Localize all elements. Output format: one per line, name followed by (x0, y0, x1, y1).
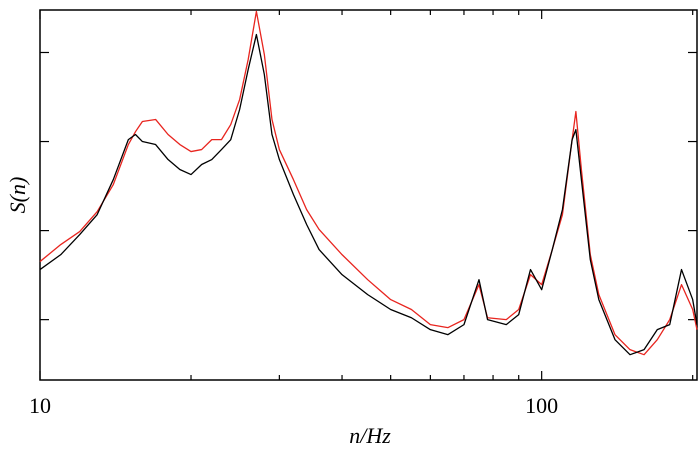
y-axis-label: S(n) (5, 177, 30, 214)
plot-frame (39, 9, 698, 381)
line-series (39, 10, 698, 356)
x-tick-label: 100 (525, 393, 558, 418)
line-series (39, 33, 698, 356)
x-tick-label: 10 (29, 393, 51, 418)
x-axis-label: n/Hz (349, 423, 391, 448)
